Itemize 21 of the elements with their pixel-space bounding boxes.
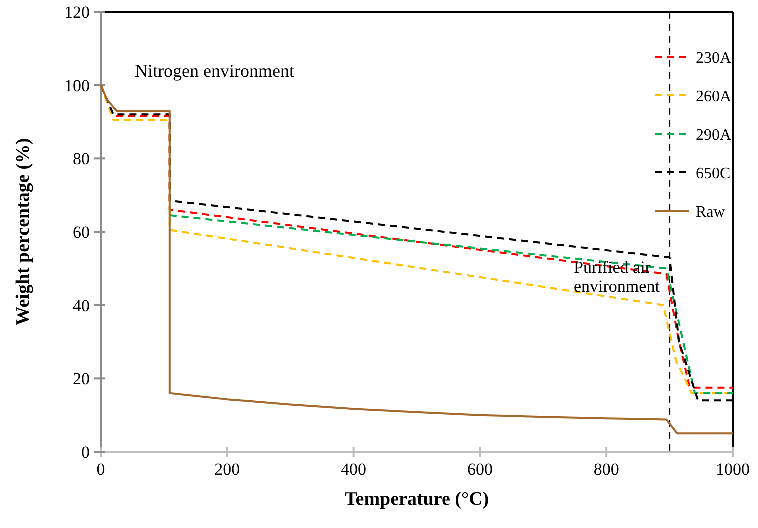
y-tick-label: 0 (82, 443, 90, 462)
y-tick-label: 40 (73, 296, 90, 316)
y-axis-title: Weight percentage (%) (13, 138, 34, 326)
x-axis-title: Temperature (°C) (344, 489, 490, 510)
y-tick-label: 80 (73, 150, 90, 169)
x-tick-label: 400 (341, 460, 367, 479)
x-tick-label: 0 (96, 460, 106, 479)
legend-label: 230A (696, 50, 732, 67)
y-tick-label: 60 (73, 223, 90, 242)
legend-label: Raw (696, 204, 726, 221)
y-tick-label: 20 (73, 370, 90, 389)
y-tick-label: 100 (64, 76, 90, 96)
x-tick-label: 200 (214, 460, 240, 479)
legend-label: 290A (696, 127, 732, 144)
x-tick-label: 600 (467, 460, 493, 479)
x-tick-label: 800 (594, 460, 620, 479)
legend-label: 260A (696, 88, 732, 106)
annotation: Nitrogen environment (135, 61, 294, 81)
legend-label: 650C (696, 166, 731, 182)
y-tick-label: 120 (64, 3, 90, 22)
x-tick-label: 1000 (716, 460, 750, 479)
